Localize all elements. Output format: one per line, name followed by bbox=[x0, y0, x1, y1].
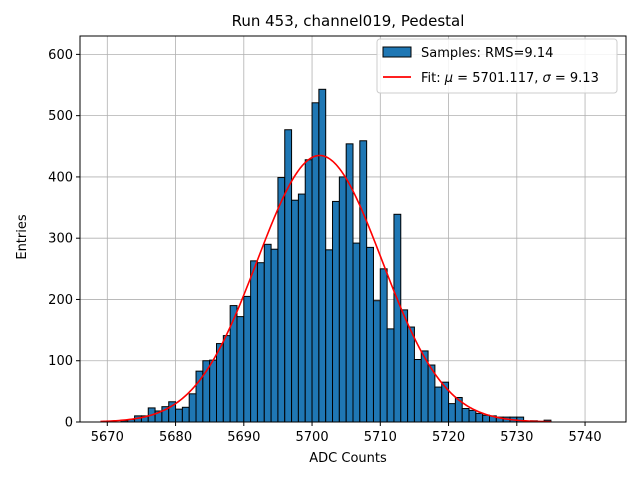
histogram-bar bbox=[475, 412, 484, 423]
histogram-bar bbox=[413, 359, 422, 423]
histogram-bar bbox=[461, 408, 470, 423]
histogram-bar bbox=[304, 159, 313, 423]
histogram-bar bbox=[434, 386, 443, 423]
histogram-bar bbox=[297, 193, 306, 423]
histogram-bar bbox=[400, 309, 409, 423]
x-tick-label: 5670 bbox=[91, 430, 124, 445]
y-tick-label: 300 bbox=[48, 232, 73, 247]
y-tick-label: 600 bbox=[48, 48, 73, 63]
histogram-bar bbox=[311, 102, 320, 423]
y-tick-label: 100 bbox=[48, 354, 73, 369]
x-tick-label: 5680 bbox=[159, 430, 192, 445]
histogram-bar bbox=[407, 326, 415, 423]
histogram-bar bbox=[284, 129, 293, 423]
chart-title: Run 453, channel019, Pedestal bbox=[232, 12, 465, 30]
histogram-bar bbox=[188, 393, 197, 423]
histogram-bar bbox=[332, 200, 340, 423]
histogram-bar bbox=[222, 335, 231, 423]
histogram-bar bbox=[482, 414, 490, 423]
x-axis-label: ADC Counts bbox=[309, 451, 387, 466]
y-tick-label: 500 bbox=[48, 109, 73, 124]
histogram-bar bbox=[175, 408, 183, 423]
fit-curve bbox=[100, 154, 551, 423]
histogram-bar bbox=[216, 343, 224, 423]
histogram-bar bbox=[366, 246, 374, 423]
histogram-bar bbox=[250, 260, 258, 423]
legend-box bbox=[376, 38, 618, 94]
legend-histogram-swatch bbox=[382, 46, 412, 58]
axes-frame bbox=[79, 35, 627, 423]
x-tick-label: 5720 bbox=[432, 430, 465, 445]
histogram-bar bbox=[181, 406, 190, 423]
histogram-bar bbox=[372, 300, 381, 423]
histogram-bar bbox=[243, 295, 252, 423]
histogram-bar bbox=[441, 381, 450, 423]
histogram-bar bbox=[277, 177, 286, 423]
histogram-bar bbox=[468, 409, 477, 423]
legend-histogram-label: Samples: RMS=9.14 bbox=[421, 46, 553, 61]
y-tick-label: 200 bbox=[48, 293, 73, 308]
fit-curve-layer bbox=[100, 154, 551, 423]
histogram-bar bbox=[379, 268, 388, 423]
histogram-bar bbox=[318, 88, 327, 423]
y-tick-label: 400 bbox=[48, 170, 73, 185]
x-tick-label: 5730 bbox=[500, 430, 533, 445]
axis-ticks: 5670 5680 5690 5700 5710 5720 5730 5740 0 100 200 3… bbox=[48, 48, 601, 445]
histogram-bar bbox=[448, 403, 456, 423]
histogram-bar bbox=[270, 248, 279, 423]
histogram-bar bbox=[338, 176, 347, 423]
x-tick-label: 5700 bbox=[296, 430, 329, 445]
x-tick-label: 5740 bbox=[569, 430, 602, 445]
histogram-bar bbox=[393, 213, 402, 423]
histogram-bar bbox=[195, 370, 204, 423]
histogram-bar bbox=[386, 328, 395, 423]
histogram-bar bbox=[352, 242, 361, 423]
histogram-bar bbox=[236, 316, 245, 423]
legend-fit-label: Fit: μ = 5701.117, σ = 9.13 bbox=[421, 71, 599, 86]
x-tick-label: 5710 bbox=[364, 430, 397, 445]
y-axis-label: Entries bbox=[15, 214, 30, 260]
histogram-bar bbox=[256, 262, 265, 423]
histogram-bar bbox=[359, 140, 368, 423]
histogram-bar bbox=[325, 249, 334, 423]
y-tick-label: 0 bbox=[65, 416, 73, 431]
x-tick-label: 5690 bbox=[227, 430, 260, 445]
histogram-bar bbox=[291, 199, 299, 423]
legend: Samples: RMS=9.14 Fit: μ = 5701.117, σ =… bbox=[376, 38, 618, 94]
histogram-bar bbox=[209, 359, 218, 423]
histogram-bar bbox=[263, 243, 272, 423]
